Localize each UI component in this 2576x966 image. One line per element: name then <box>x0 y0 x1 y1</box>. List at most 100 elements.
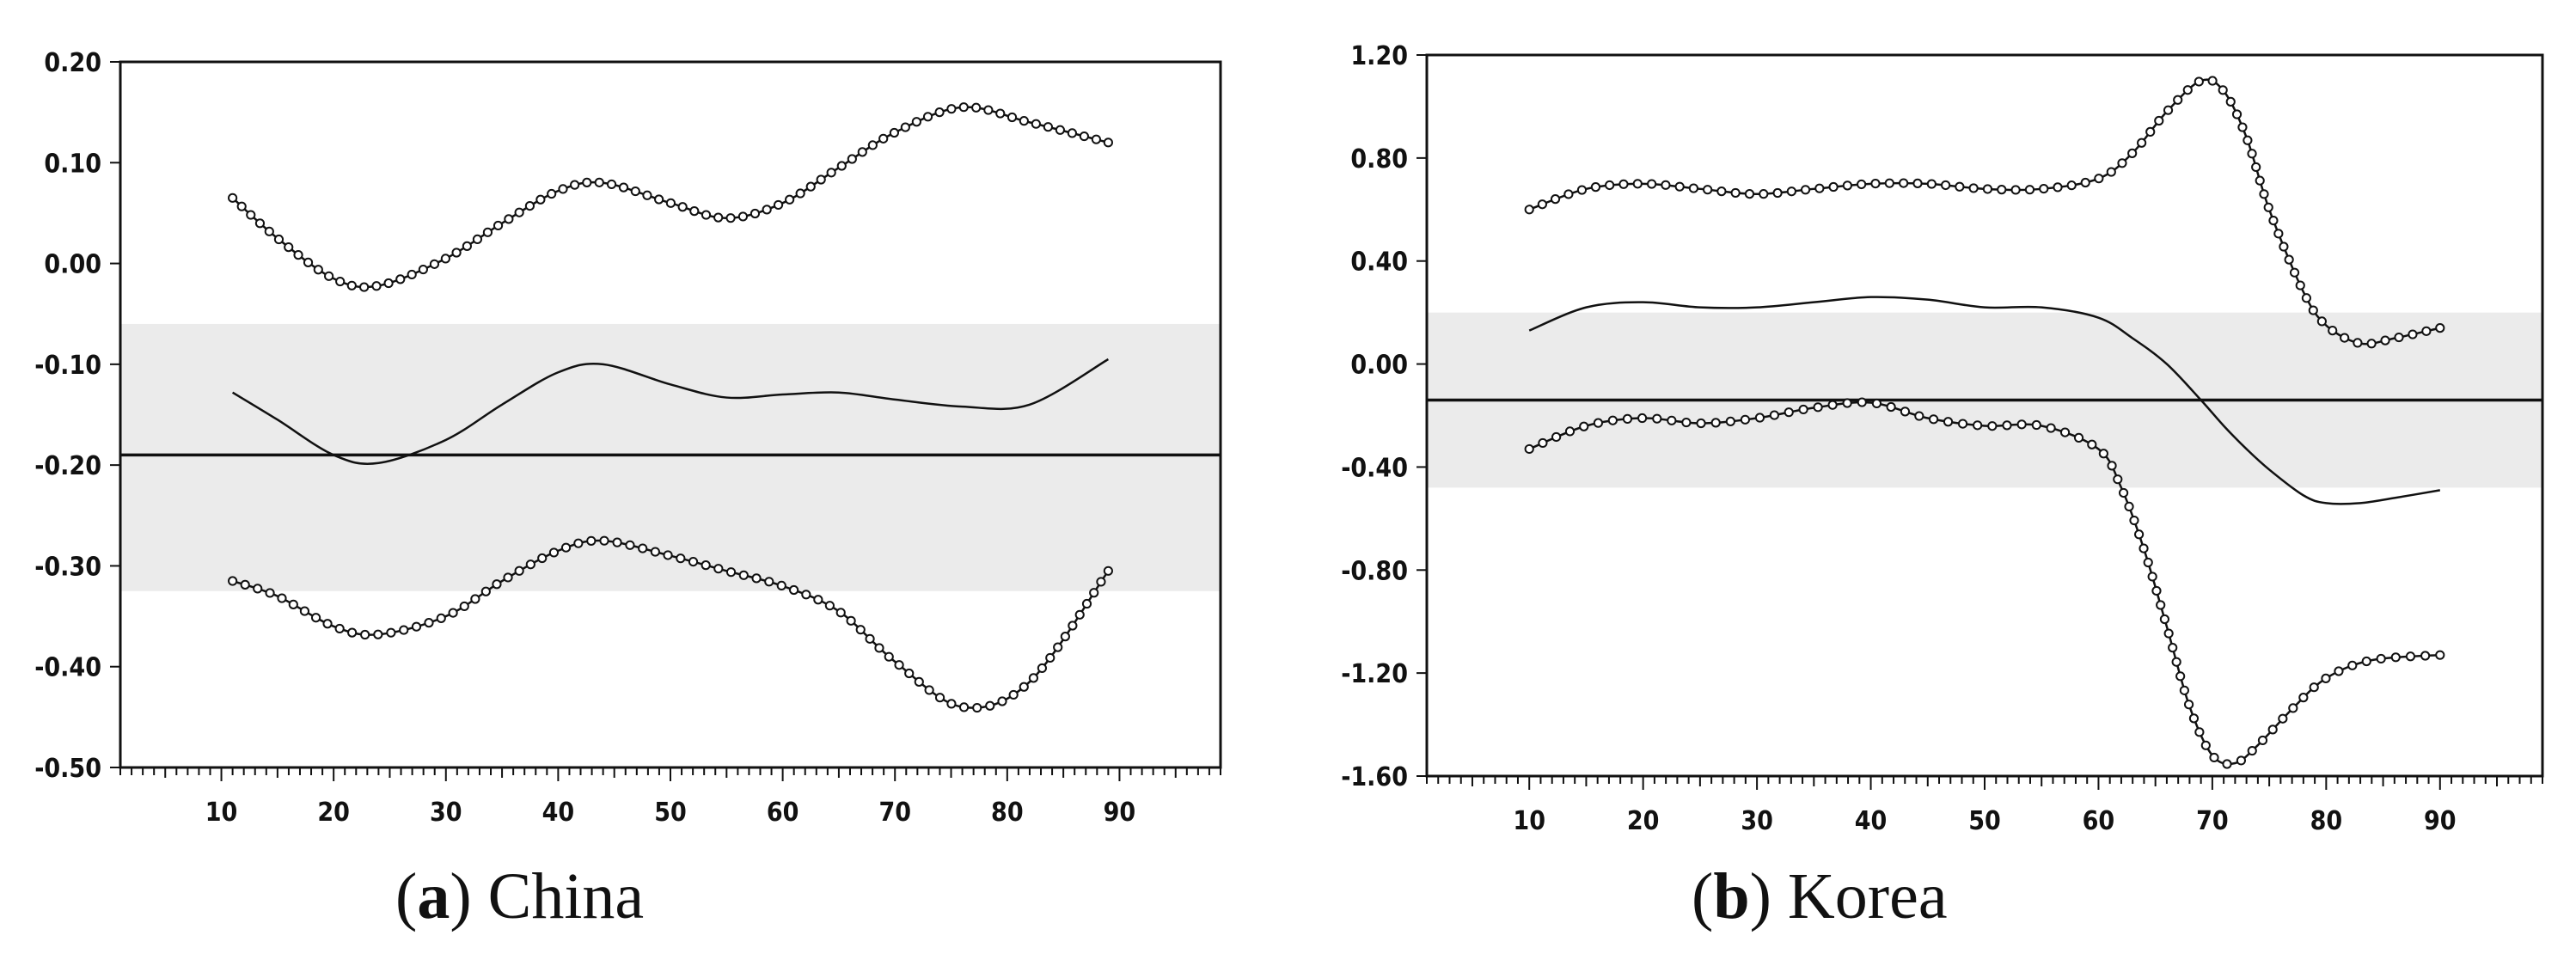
panel-a-marker-upper-bound <box>1091 134 1101 144</box>
panel-b-marker-lower-bound <box>1740 414 1751 425</box>
panel-b-marker-upper-bound <box>1661 180 1671 190</box>
panel-a-marker-upper-bound <box>582 177 592 187</box>
panel-a-series-estimate <box>231 358 1110 465</box>
panel-b-marker-lower-bound <box>2087 439 2097 449</box>
panel-b-marker-upper-bound <box>2421 326 2432 336</box>
panel-a-marker-upper-bound <box>713 212 724 223</box>
panel-a-marker-lower-bound <box>764 577 774 587</box>
panel-b-marker-lower-bound <box>2016 419 2027 430</box>
panel-a-marker-upper-bound <box>995 108 1006 119</box>
panel-a-marker-lower-bound <box>997 696 1007 706</box>
panel-a-marker-lower-bound <box>972 702 982 713</box>
panel-b-marker-upper-bound <box>2255 175 2265 186</box>
panel-a-marker-lower-bound <box>1096 577 1106 587</box>
panel-a-marker-lower-bound <box>884 651 894 662</box>
panel-b-marker-lower-bound <box>1696 418 1706 429</box>
panel-b-marker-upper-bound <box>1772 187 1783 199</box>
panel-a-marker-upper-bound <box>922 112 933 122</box>
panel-b-marker-lower-bound <box>2188 713 2200 724</box>
panel-b-marker-upper-bound <box>2106 167 2116 177</box>
panel-b-marker-upper-bound <box>2024 185 2035 195</box>
panel-a-marker-lower-bound <box>299 606 310 616</box>
panel-b-marker-lower-bound <box>2139 543 2149 553</box>
panel-a-marker-upper-bound <box>273 234 285 245</box>
panel-a-marker-upper-bound <box>264 226 274 236</box>
panel-a-marker-lower-bound <box>874 643 884 653</box>
panel-a-marker-lower-bound <box>492 579 502 590</box>
panel-a-marker-lower-bound <box>573 538 584 548</box>
panel-b-marker-lower-bound <box>1928 414 1939 425</box>
panel-b-marker-lower-bound <box>2321 673 2331 683</box>
panel-b-marker-lower-bound <box>2376 653 2386 664</box>
panel-a-marker-upper-bound <box>816 174 826 185</box>
panel-b-marker-upper-bound <box>2394 332 2404 343</box>
panel-a-marker-lower-bound <box>865 633 875 644</box>
panel-a-marker-upper-bound <box>346 280 357 290</box>
panel-b-marker-upper-bound <box>2435 323 2445 333</box>
panel-b-marker-upper-bound <box>1786 186 1796 197</box>
panel-a-y-tick-label: -0.40 <box>34 653 101 683</box>
panel-b-marker-upper-bound <box>2080 177 2090 188</box>
panel-b-marker-lower-bound <box>2046 423 2056 433</box>
panel-a-marker-lower-bound <box>599 535 609 546</box>
panel-b-marker-upper-bound <box>2053 182 2063 193</box>
panel-a-marker-upper-bound <box>313 265 323 275</box>
panel-a-x-tick-label: 70 <box>878 798 911 828</box>
panel-a-marker-lower-bound <box>386 627 396 638</box>
panel-b-marker-upper-bound <box>2237 122 2248 132</box>
panel-a-marker-lower-bound <box>1037 663 1048 674</box>
panel-b-marker-lower-bound <box>2133 529 2145 540</box>
panel-b-x-tick-label: 70 <box>2196 806 2229 836</box>
panel-b-marker-upper-bound <box>2117 158 2127 168</box>
panel-a-marker-upper-bound <box>371 281 382 291</box>
panel-a-marker-upper-bound <box>324 271 334 281</box>
panel-b-marker-upper-bound <box>2225 96 2236 107</box>
panel-b-marker-upper-bound <box>2380 335 2390 345</box>
panel-b-marker-lower-bound <box>2420 651 2431 661</box>
panel-b-marker-lower-bound <box>1607 415 1618 425</box>
panel-a-marker-upper-bound <box>946 104 957 114</box>
panel-b-marker-upper-bound <box>2308 305 2318 315</box>
panel-b-y-tick-label: 1.20 <box>1350 41 1408 71</box>
panel-a-marker-upper-bound <box>383 278 394 289</box>
panel-b-x-tick-label: 20 <box>1627 806 1660 836</box>
panel-a-marker-lower-bound <box>776 580 786 591</box>
panel-a-x-tick-label: 90 <box>1104 798 1136 828</box>
panel-a-marker-upper-bound <box>335 276 346 287</box>
panel-b-marker-lower-bound <box>2159 614 2170 625</box>
panel-a-marker-lower-bound <box>1028 673 1039 683</box>
panel-a-marker-upper-bound <box>236 201 247 211</box>
panel-a-marker-lower-bound <box>253 584 263 594</box>
panel-b-marker-upper-bound <box>2251 162 2261 173</box>
panel-b-marker-lower-bound <box>1957 419 1968 429</box>
panel-b-marker-lower-bound <box>1667 415 1677 425</box>
panel-b-y-tick-label: -0.80 <box>1341 556 1408 586</box>
panel-a-series-upper-bound <box>231 106 1109 289</box>
panel-b-marker-lower-bound <box>1886 401 1896 413</box>
panel-b-marker-lower-bound <box>1551 431 1562 443</box>
panel-a-marker-upper-bound <box>701 210 712 220</box>
panel-a-marker-lower-bound <box>1008 689 1019 700</box>
panel-b-marker-lower-bound <box>2288 703 2298 713</box>
caption-korea: (b) Korea <box>1692 860 1948 932</box>
panel-b-marker-upper-bound <box>1997 185 2007 195</box>
panel-b-marker-upper-bound <box>2273 229 2284 239</box>
panel-b-marker-lower-bound <box>1754 413 1765 423</box>
panel-b-marker-upper-bound <box>2145 126 2156 137</box>
panel-b-marker-lower-bound <box>1943 417 1954 427</box>
panel-b-marker-upper-bound <box>1968 183 1979 193</box>
caption-china-text: China <box>488 860 645 932</box>
panel-a-x-tick-label: 60 <box>767 798 799 828</box>
panel-b-marker-upper-bound <box>1550 194 1561 205</box>
panel-a-marker-upper-bound <box>594 177 604 187</box>
panel-a-marker-upper-bound <box>303 257 314 267</box>
panel-b-y-tick-label: 0.80 <box>1350 144 1408 174</box>
panel-a-marker-lower-bound <box>650 547 660 557</box>
panel-b-marker-lower-bound <box>1973 420 1983 431</box>
panel-a-x-tick-label: 50 <box>654 798 687 828</box>
panel-a-marker-upper-bound <box>911 117 921 127</box>
panel-b-marker-upper-bound <box>1912 178 1923 188</box>
panel-b-marker-lower-bound <box>2236 755 2247 766</box>
panel-a-marker-lower-bound <box>560 542 572 553</box>
panel-a-marker-lower-bound <box>399 625 409 635</box>
